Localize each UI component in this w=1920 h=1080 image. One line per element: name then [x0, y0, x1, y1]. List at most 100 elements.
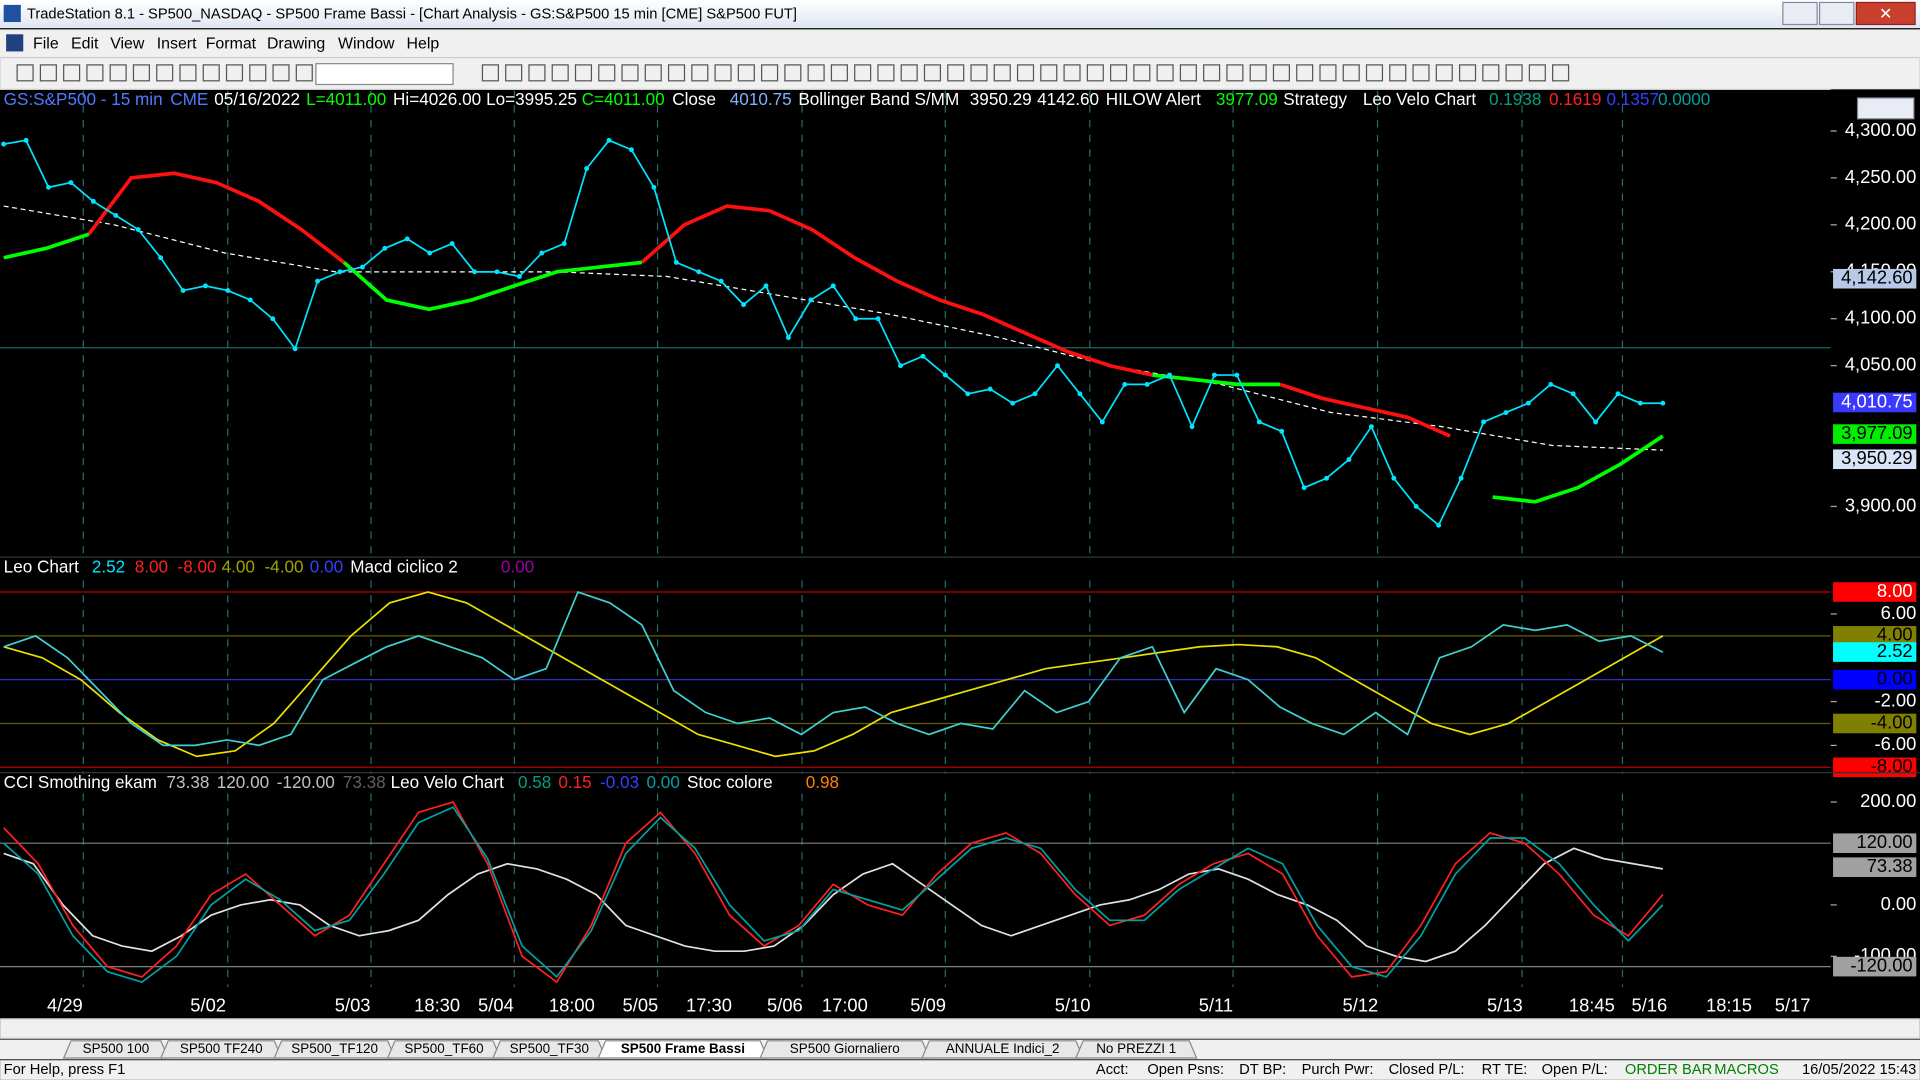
toolbar-button[interactable]: [854, 64, 872, 82]
toolbar-button[interactable]: [86, 64, 104, 82]
x-tick-label: 5/16: [1632, 994, 1668, 1015]
close-button[interactable]: [1855, 1, 1916, 26]
panel-header: 0.1938: [1489, 89, 1541, 109]
toolbar-button[interactable]: [1435, 64, 1453, 82]
menu-item[interactable]: Insert: [157, 35, 197, 52]
toolbar-button[interactable]: [272, 64, 290, 82]
toolbar-button[interactable]: [947, 64, 965, 82]
value-box: [1833, 392, 1917, 413]
menu-item[interactable]: View: [110, 35, 145, 52]
toolbar-button[interactable]: [807, 64, 825, 82]
toolbar-button[interactable]: [249, 64, 267, 82]
toolbar-button[interactable]: [16, 64, 34, 82]
toolbar-button[interactable]: [1319, 64, 1337, 82]
toolbar-button[interactable]: [1063, 64, 1081, 82]
toolbar-button[interactable]: [1412, 64, 1430, 82]
macros-button[interactable]: MACROS: [1714, 1062, 1779, 1078]
toolbar-button[interactable]: [737, 64, 755, 82]
toolbar-button[interactable]: [923, 64, 942, 82]
toolbar-button[interactable]: [1458, 64, 1477, 82]
toolbar-button[interactable]: [993, 64, 1011, 82]
minimize-button[interactable]: [1782, 1, 1818, 26]
toolbar-button[interactable]: [1296, 64, 1314, 82]
tab-label[interactable]: SP500_TF30: [510, 1041, 589, 1056]
menu-item[interactable]: Help: [407, 35, 440, 52]
menu-item[interactable]: Drawing: [267, 35, 325, 52]
toolbar-button[interactable]: [481, 64, 499, 82]
y-tick-label: 0.00: [1881, 893, 1917, 914]
toolbar-button[interactable]: [574, 64, 593, 82]
toolbar-button[interactable]: [109, 64, 127, 82]
tab-label[interactable]: No PREZZI 1: [1096, 1041, 1176, 1056]
toolbar-button[interactable]: [761, 64, 779, 82]
tab-label[interactable]: ANNUALE Indici_2: [946, 1041, 1060, 1056]
value-box-label: 2.52: [1877, 640, 1913, 661]
toolbar-button[interactable]: [1133, 64, 1151, 82]
toolbar-button[interactable]: [1086, 64, 1104, 82]
x-tick-label: 5/06: [767, 994, 803, 1015]
order-bar-button[interactable]: ORDER BAR: [1625, 1062, 1712, 1078]
tab-label[interactable]: SP500 100: [83, 1041, 150, 1056]
toolbar-button[interactable]: [691, 64, 709, 82]
scrollbar[interactable]: [0, 1018, 1920, 1039]
tab-label[interactable]: SP500_TF120: [291, 1041, 378, 1056]
toolbar-button[interactable]: [598, 64, 616, 82]
value-box: [1833, 582, 1917, 602]
toolbar-button[interactable]: [1505, 64, 1523, 82]
menu-item[interactable]: Edit: [71, 35, 99, 52]
toolbar-button[interactable]: [877, 64, 895, 82]
toolbar-button[interactable]: [1249, 64, 1267, 82]
toolbar-button[interactable]: [1342, 64, 1360, 82]
toolbar-button[interactable]: [900, 64, 918, 82]
menu-item[interactable]: Window: [338, 35, 395, 52]
toolbar-button[interactable]: [784, 64, 802, 82]
toolbar-button[interactable]: [644, 64, 662, 82]
toolbar-button[interactable]: [1552, 64, 1570, 82]
toolbar-button[interactable]: [830, 64, 848, 82]
toolbar-button[interactable]: [970, 64, 988, 82]
toolbar-button[interactable]: [667, 64, 686, 82]
toolbar-button[interactable]: [1203, 64, 1221, 82]
x-tick-label: 5/13: [1487, 994, 1523, 1015]
toolbar-button[interactable]: [1482, 64, 1500, 82]
tab-label[interactable]: SP500 Giornaliero: [790, 1041, 900, 1056]
toolbar-button[interactable]: [505, 64, 523, 82]
toolbar-button[interactable]: [225, 64, 244, 82]
toolbar-button[interactable]: [1016, 64, 1035, 82]
toolbar-button[interactable]: [179, 64, 197, 82]
panel-header: HILOW Alert: [1106, 89, 1201, 109]
toolbar-button[interactable]: [621, 64, 639, 82]
price-dot: [1144, 381, 1150, 387]
toolbar-button[interactable]: [1389, 64, 1407, 82]
toolbar-button[interactable]: [1040, 64, 1058, 82]
tab-label[interactable]: SP500 TF240: [180, 1041, 263, 1056]
menu-item[interactable]: Format: [206, 35, 257, 52]
toolbar-button[interactable]: [202, 64, 220, 82]
toolbar-button[interactable]: [1365, 64, 1384, 82]
price-dot: [315, 278, 321, 284]
maximize-button[interactable]: [1818, 1, 1855, 26]
price-dot: [1167, 372, 1173, 378]
tab-label[interactable]: SP500_TF60: [404, 1041, 483, 1056]
toolbar-button[interactable]: [295, 64, 313, 82]
toolbar-button[interactable]: [132, 64, 151, 82]
toolbar-button[interactable]: [714, 64, 732, 82]
toolbar-button[interactable]: [156, 64, 174, 82]
toolbar-button[interactable]: [551, 64, 569, 82]
toolbar-button[interactable]: [1179, 64, 1197, 82]
value-box: [1833, 713, 1917, 734]
tab[interactable]: [1074, 1040, 1198, 1059]
toolbar-button[interactable]: [1156, 64, 1174, 82]
toolbar-button[interactable]: [528, 64, 546, 82]
symbol-box[interactable]: [315, 63, 454, 86]
tab-label[interactable]: SP500 Frame Bassi: [621, 1041, 745, 1056]
toolbar-button[interactable]: [1272, 64, 1291, 82]
chart-window-buttons[interactable]: [1856, 97, 1915, 120]
toolbar-button[interactable]: [63, 64, 81, 82]
toolbar-button[interactable]: [1528, 64, 1546, 82]
menu-item[interactable]: File: [33, 35, 59, 52]
toolbar-button[interactable]: [1110, 64, 1128, 82]
toolbar-button[interactable]: [39, 64, 57, 82]
toolbar-button[interactable]: [1226, 64, 1244, 82]
price-dot: [225, 288, 231, 294]
